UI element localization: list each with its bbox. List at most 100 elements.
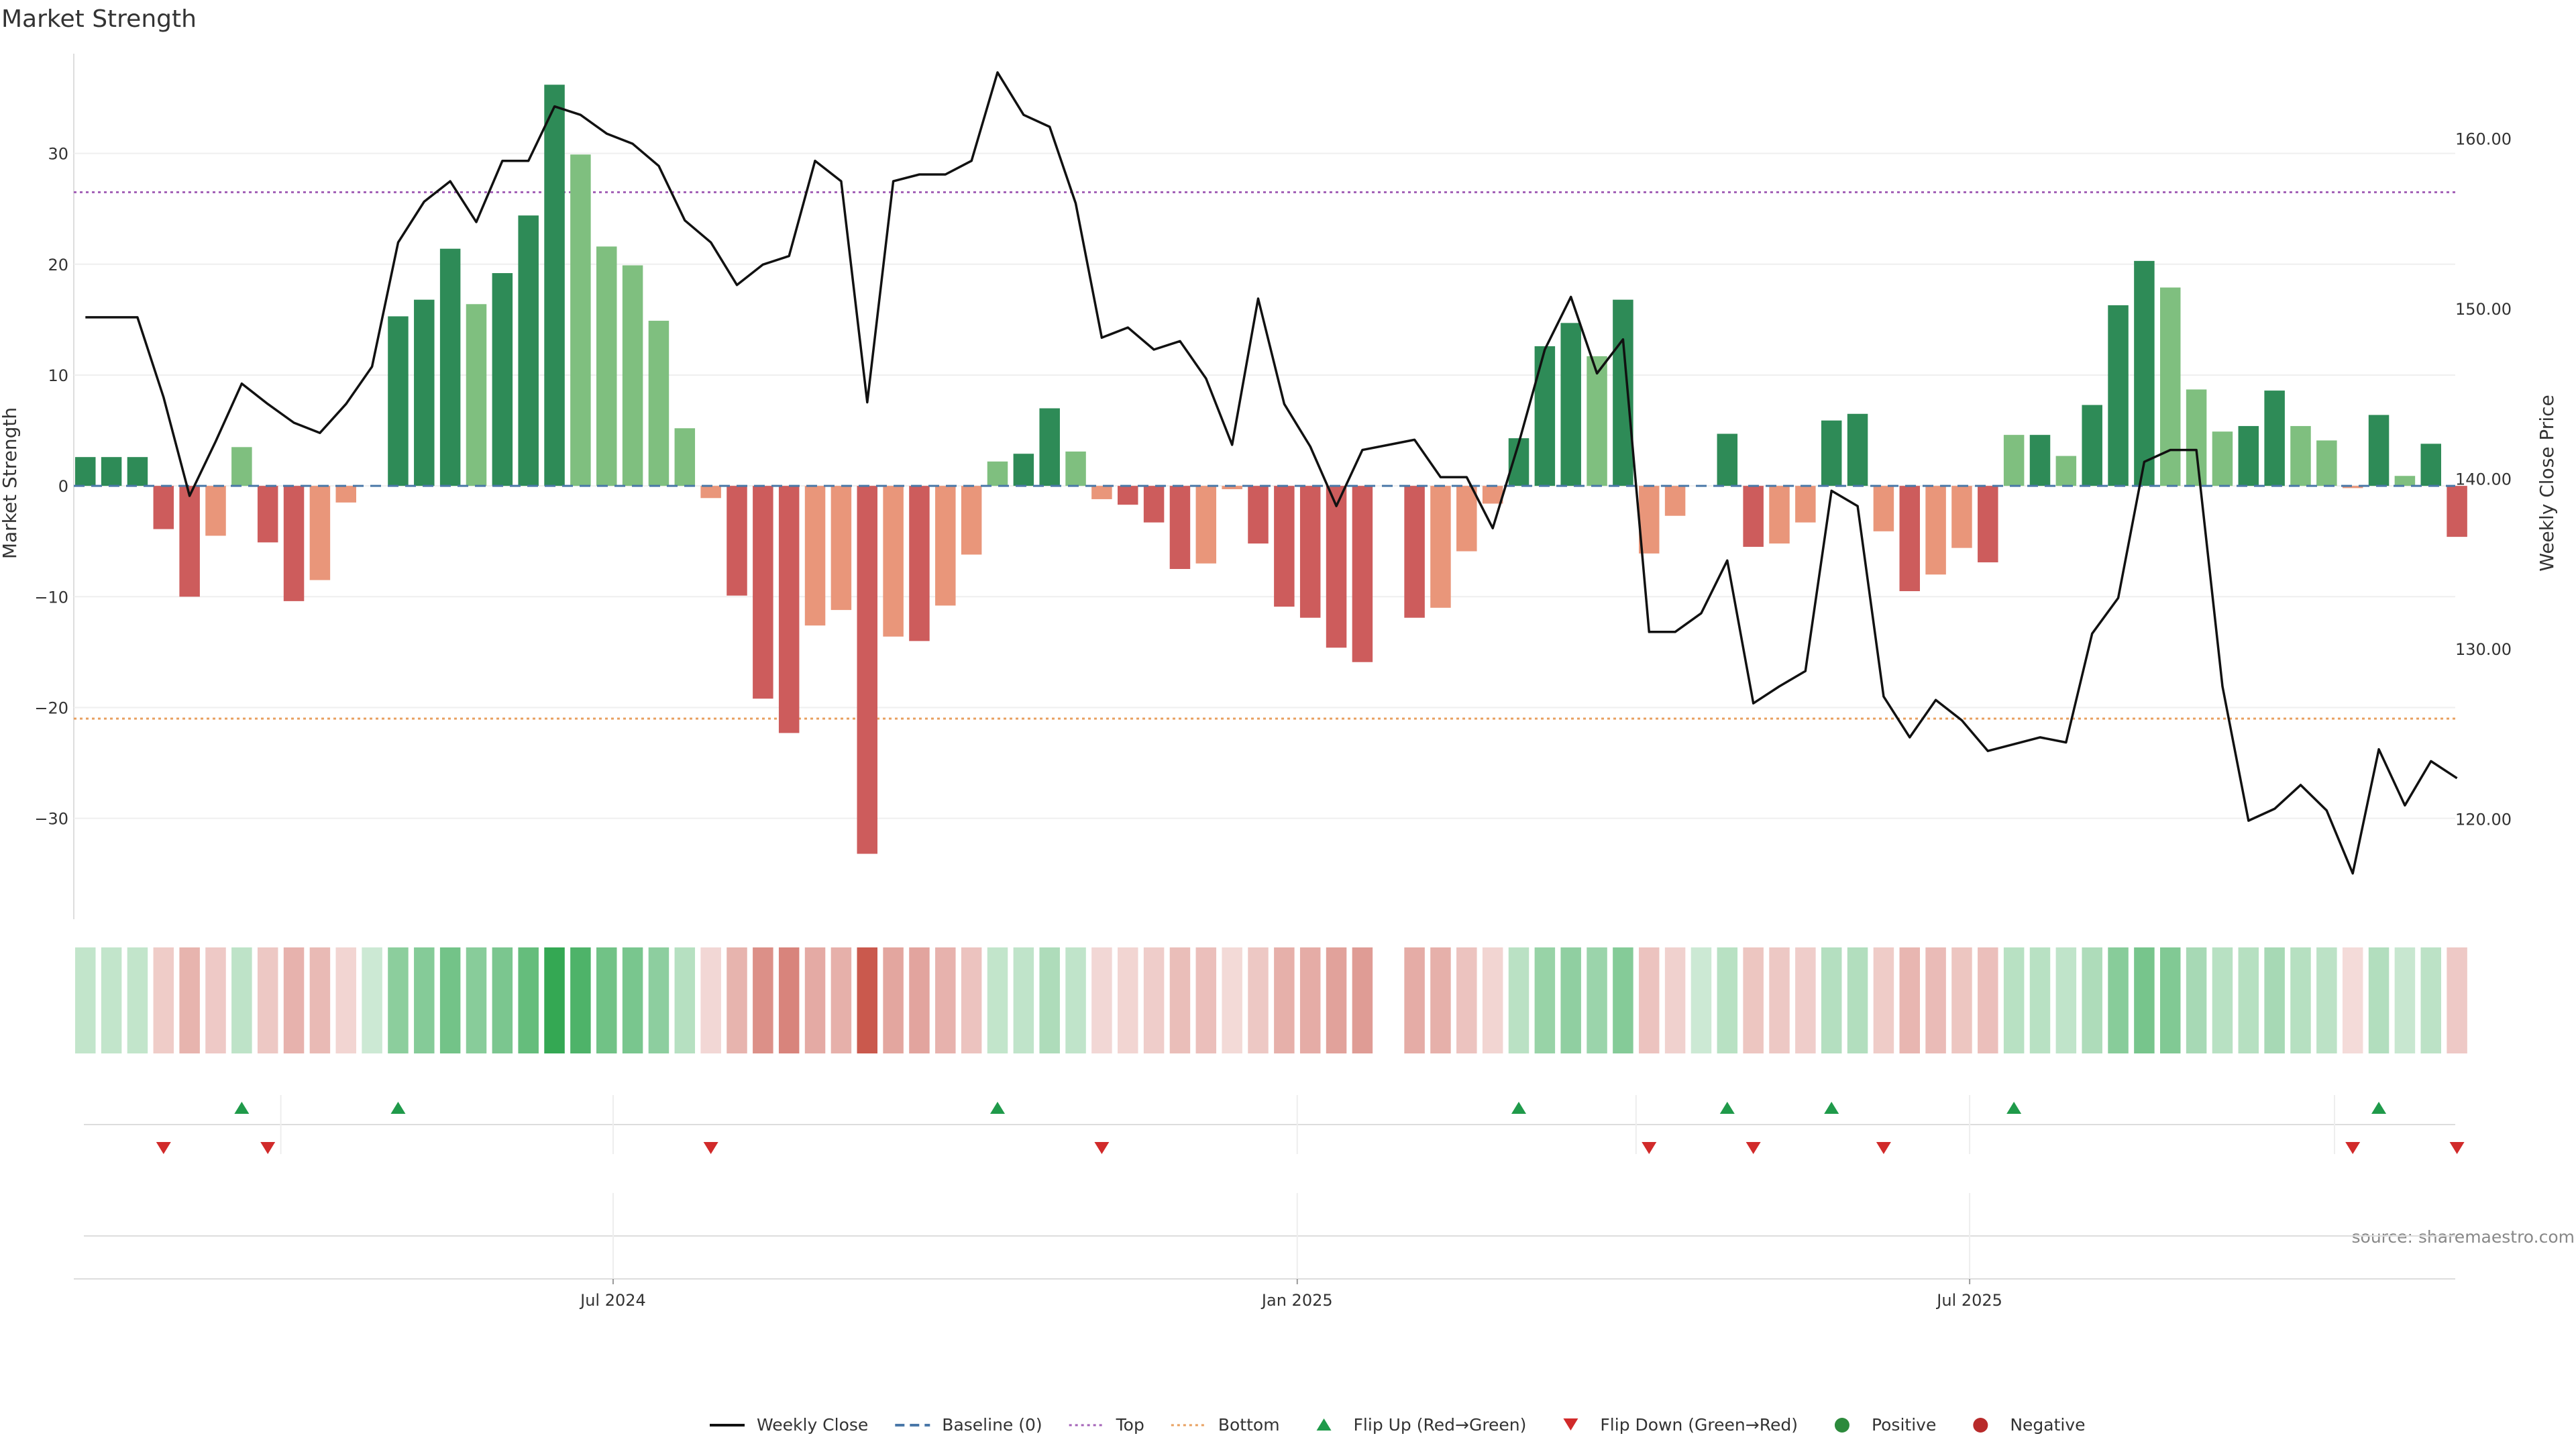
heat-strip-cell <box>1951 947 1972 1053</box>
heat-strip-cell <box>1039 947 1060 1053</box>
strength-bar <box>1169 486 1191 569</box>
heat-strip-cell <box>492 947 513 1053</box>
y-tick-label-left: −30 <box>34 810 68 829</box>
strength-bar <box>883 486 904 637</box>
heat-strip-cell <box>2342 947 2363 1053</box>
heat-strip-cell <box>544 947 565 1053</box>
strength-bar <box>1274 486 1295 607</box>
heat-strip-cell <box>2368 947 2390 1053</box>
heat-strip-cell <box>1639 947 1660 1053</box>
strength-bar <box>439 248 461 486</box>
strength-bar <box>544 85 565 486</box>
heat-strip-cell <box>1013 947 1034 1053</box>
strength-bar <box>1560 323 1581 486</box>
flip-down-marker <box>1876 1142 1891 1154</box>
strength-bar <box>2342 486 2363 488</box>
heat-strip-cell <box>2134 947 2155 1053</box>
strength-bar <box>1482 486 1503 504</box>
heat-strip-cell <box>778 947 800 1053</box>
strength-bar <box>492 273 513 486</box>
strength-bar <box>309 486 331 580</box>
strength-bar <box>804 486 826 626</box>
strength-bar <box>2003 435 2025 486</box>
flip-up-marker <box>234 1102 250 1114</box>
heat-strip-cell <box>257 947 278 1053</box>
strength-bar <box>2029 435 2051 486</box>
heat-strip-cell <box>75 947 96 1053</box>
strength-bar <box>101 457 122 486</box>
strength-bar <box>1873 486 1894 531</box>
legend-label: Negative <box>2010 1415 2085 1435</box>
y-tick-label-left: −10 <box>34 588 68 607</box>
legend-swatch-dot <box>1834 1418 1849 1433</box>
legend: Weekly Close Baseline (0) Top Bottom Flip Up… <box>710 1415 2086 1435</box>
strength-bar <box>1664 486 1686 516</box>
strength-bar <box>622 265 643 486</box>
legend-label: Positive <box>1872 1415 1936 1435</box>
heat-strip-cell <box>883 947 904 1053</box>
heat-strip-cell <box>622 947 643 1053</box>
heat-strip-cell <box>466 947 487 1053</box>
strength-bar <box>1769 486 1790 544</box>
strength-bar <box>1039 408 1060 486</box>
heat-strip-cell <box>518 947 539 1053</box>
heat-strip-cell <box>1118 947 1138 1053</box>
strength-bar <box>935 486 956 606</box>
legend-item: Top <box>1069 1415 1144 1435</box>
heat-strip-cell <box>2290 947 2311 1053</box>
heat-strip-cell <box>1587 947 1607 1053</box>
heat-strip-cell <box>857 947 877 1053</box>
legend-swatch-triangle-down <box>1563 1418 1578 1431</box>
strength-bar <box>1352 486 1373 662</box>
strength-bar <box>1613 299 1633 486</box>
heat-strip-cell <box>2003 947 2025 1053</box>
strength-bar <box>2055 456 2077 486</box>
strength-bar <box>127 457 148 486</box>
strength-bar <box>2212 431 2233 486</box>
heat-strip-cell <box>2316 947 2337 1053</box>
heat-strip-cell <box>2394 947 2416 1053</box>
legend-item: Weekly Close <box>710 1415 868 1435</box>
y-tick-label-right: 130.00 <box>2455 640 2512 659</box>
strength-bar <box>1899 486 1920 592</box>
heat-strip-cell <box>1195 947 1217 1053</box>
heat-strip-cell <box>1222 947 1242 1053</box>
heat-strip-cell <box>1769 947 1790 1053</box>
heat-strip-cell <box>1091 947 1112 1053</box>
heat-strip-cell <box>961 947 982 1053</box>
strength-bar <box>335 486 356 503</box>
flip-down-marker <box>156 1142 171 1154</box>
strength-bar <box>2082 405 2102 486</box>
strength-bar <box>2394 476 2416 486</box>
heat-strip-cell <box>1326 947 1347 1053</box>
x-tick-label: Jul 2025 <box>1935 1291 2002 1310</box>
heat-strip-cell <box>388 947 409 1053</box>
flip-up-marker <box>1824 1102 1839 1114</box>
heat-strip-cell <box>414 947 435 1053</box>
heat-strip-cell <box>596 947 617 1053</box>
heat-strip-cell <box>1717 947 1738 1053</box>
strength-bar <box>205 486 226 536</box>
heat-strip-cell <box>2420 947 2441 1053</box>
flip-down-marker <box>2449 1142 2465 1154</box>
strength-bar <box>596 246 617 486</box>
heat-strip-cell <box>283 947 305 1053</box>
heat-strip-cell <box>804 947 826 1053</box>
strength-bar <box>153 486 174 529</box>
strength-bar <box>857 486 877 854</box>
heat-strip-cell <box>2186 947 2207 1053</box>
x-tick-label: Jul 2024 <box>579 1291 646 1310</box>
legend-item: Bottom <box>1171 1415 1280 1435</box>
heat-strip-cell <box>439 947 461 1053</box>
strength-bar <box>1065 451 1086 486</box>
strength-bar <box>648 321 669 486</box>
heat-strip-cell <box>335 947 356 1053</box>
strength-bar <box>2420 444 2441 486</box>
strength-bar <box>1587 356 1607 486</box>
strength-bar <box>1534 346 1556 486</box>
heat-strip-cell <box>1560 947 1581 1053</box>
heat-strip-cell <box>231 947 252 1053</box>
strength-bar <box>1091 486 1112 499</box>
heat-strip-cell <box>570 947 591 1053</box>
